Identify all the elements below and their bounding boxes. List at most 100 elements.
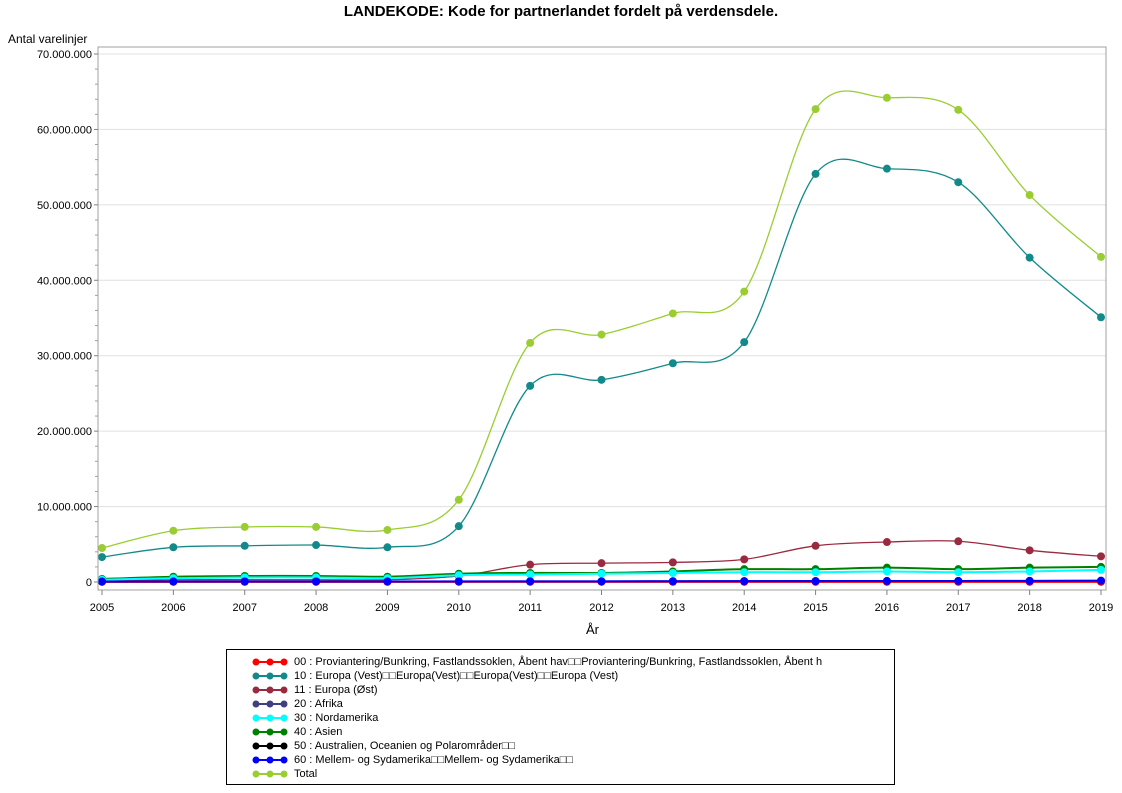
- legend-dot: [252, 770, 260, 778]
- x-tick-label: 2008: [304, 602, 328, 614]
- legend-dot: [252, 756, 260, 764]
- data-point: [526, 560, 535, 569]
- legend-dot: [252, 728, 260, 736]
- x-tick-label: 2005: [90, 602, 114, 614]
- legend-dot: [266, 686, 274, 694]
- legend-entry: Total: [227, 767, 894, 781]
- x-tick-label: 2014: [732, 602, 756, 614]
- data-point: [1097, 565, 1105, 574]
- data-point: [740, 287, 749, 296]
- x-tick-label: 2007: [232, 602, 256, 614]
- data-point: [169, 543, 178, 552]
- legend-marker-icon: [252, 756, 288, 764]
- data-point: [240, 541, 249, 550]
- x-axis-label: År: [586, 622, 599, 637]
- legend-entry: 10 : Europa (Vest)□□Europa(Vest)□□Europa…: [227, 669, 894, 683]
- y-tick-label: 10.000.000: [37, 502, 92, 514]
- data-point: [526, 577, 535, 586]
- x-tick-label: 2012: [589, 602, 613, 614]
- legend-dot: [252, 672, 260, 680]
- data-point: [668, 309, 677, 318]
- legend-dot: [280, 728, 288, 736]
- legend-entry: 50 : Australien, Oceanien og Polarområde…: [227, 739, 894, 753]
- data-point: [740, 568, 749, 577]
- data-point: [597, 559, 606, 568]
- data-point: [454, 577, 463, 586]
- data-point: [169, 577, 178, 586]
- data-point: [954, 568, 963, 577]
- data-point: [526, 338, 535, 347]
- legend-label: 60 : Mellem- og Sydamerika□□Mellem- og S…: [294, 754, 574, 766]
- data-point: [668, 568, 677, 577]
- data-point: [1025, 191, 1034, 200]
- series-line: [101, 158, 1102, 558]
- data-point: [811, 568, 820, 577]
- data-point: [454, 522, 463, 531]
- data-point: [240, 522, 249, 531]
- data-point: [383, 577, 392, 586]
- legend-dot: [266, 770, 274, 778]
- axes: 0 10.000.000 20.000.000 30.000.000 40.000.00…: [37, 46, 1113, 614]
- x-tick-label: 2016: [875, 602, 899, 614]
- data-point: [668, 558, 677, 567]
- data-point: [597, 569, 606, 578]
- data-point: [98, 577, 106, 586]
- data-point: [882, 567, 891, 576]
- legend-label: 10 : Europa (Vest)□□Europa(Vest)□□Europa…: [294, 670, 619, 682]
- legend-dot: [266, 658, 274, 666]
- legend-dot: [252, 700, 260, 708]
- data-point: [597, 375, 606, 384]
- data-point: [668, 359, 677, 368]
- series-7: [98, 576, 1105, 586]
- line-chart: 0 10.000.000 20.000.000 30.000.000 40.000.00…: [37, 46, 1113, 614]
- legend-dot: [252, 686, 260, 694]
- data-point: [526, 381, 535, 390]
- legend-dot: [280, 756, 288, 764]
- data-point: [882, 577, 891, 586]
- legend-dot: [280, 700, 288, 708]
- legend-entry: 00 : Proviantering/Bunkring, Fastlandsso…: [227, 655, 894, 669]
- y-tick-label: 40.000.000: [37, 275, 92, 287]
- x-tick-label: 2006: [161, 602, 185, 614]
- series-8: [98, 90, 1105, 553]
- legend-dot: [266, 700, 274, 708]
- y-tick-label: 20.000.000: [37, 426, 92, 438]
- legend-marker-icon: [252, 700, 288, 708]
- legend-marker-icon: [252, 728, 288, 736]
- data-point: [954, 576, 963, 585]
- x-tick-label: 2013: [661, 602, 685, 614]
- legend-dot: [280, 770, 288, 778]
- data-point: [597, 330, 606, 339]
- data-point: [383, 525, 392, 534]
- data-point: [811, 577, 820, 586]
- x-tick-label: 2019: [1089, 602, 1113, 614]
- data-point: [740, 577, 749, 586]
- data-point: [1097, 552, 1105, 561]
- legend-marker-icon: [252, 742, 288, 750]
- data-point: [954, 105, 963, 114]
- legend-dot: [252, 742, 260, 750]
- series-1: [98, 158, 1105, 562]
- data-point: [740, 338, 749, 347]
- data-point: [740, 555, 749, 564]
- legend-dot: [280, 672, 288, 680]
- data-point: [312, 577, 321, 586]
- y-tick-label: 60.000.000: [37, 124, 92, 136]
- data-point: [1025, 567, 1034, 576]
- legend-label: 30 : Nordamerika: [294, 712, 379, 724]
- y-tick-label: 30.000.000: [37, 351, 92, 363]
- legend-entry: 20 : Afrika: [227, 697, 894, 711]
- series-layer: [98, 90, 1105, 586]
- data-point: [811, 169, 820, 178]
- y-axis-label: Antal varelinjer: [8, 32, 88, 46]
- legend-entry: 40 : Asien: [227, 725, 894, 739]
- legend-dot: [266, 728, 274, 736]
- data-point: [1025, 546, 1034, 555]
- legend-entry: 11 : Europa (Øst): [227, 683, 894, 697]
- x-tick-label: 2018: [1017, 602, 1041, 614]
- data-point: [383, 543, 392, 552]
- x-tick-label: 2011: [518, 602, 542, 614]
- legend-dot: [266, 742, 274, 750]
- chart-title: LANDEKODE: Kode for partnerlandet fordel…: [343, 3, 779, 20]
- plot-frame: [97, 46, 1107, 591]
